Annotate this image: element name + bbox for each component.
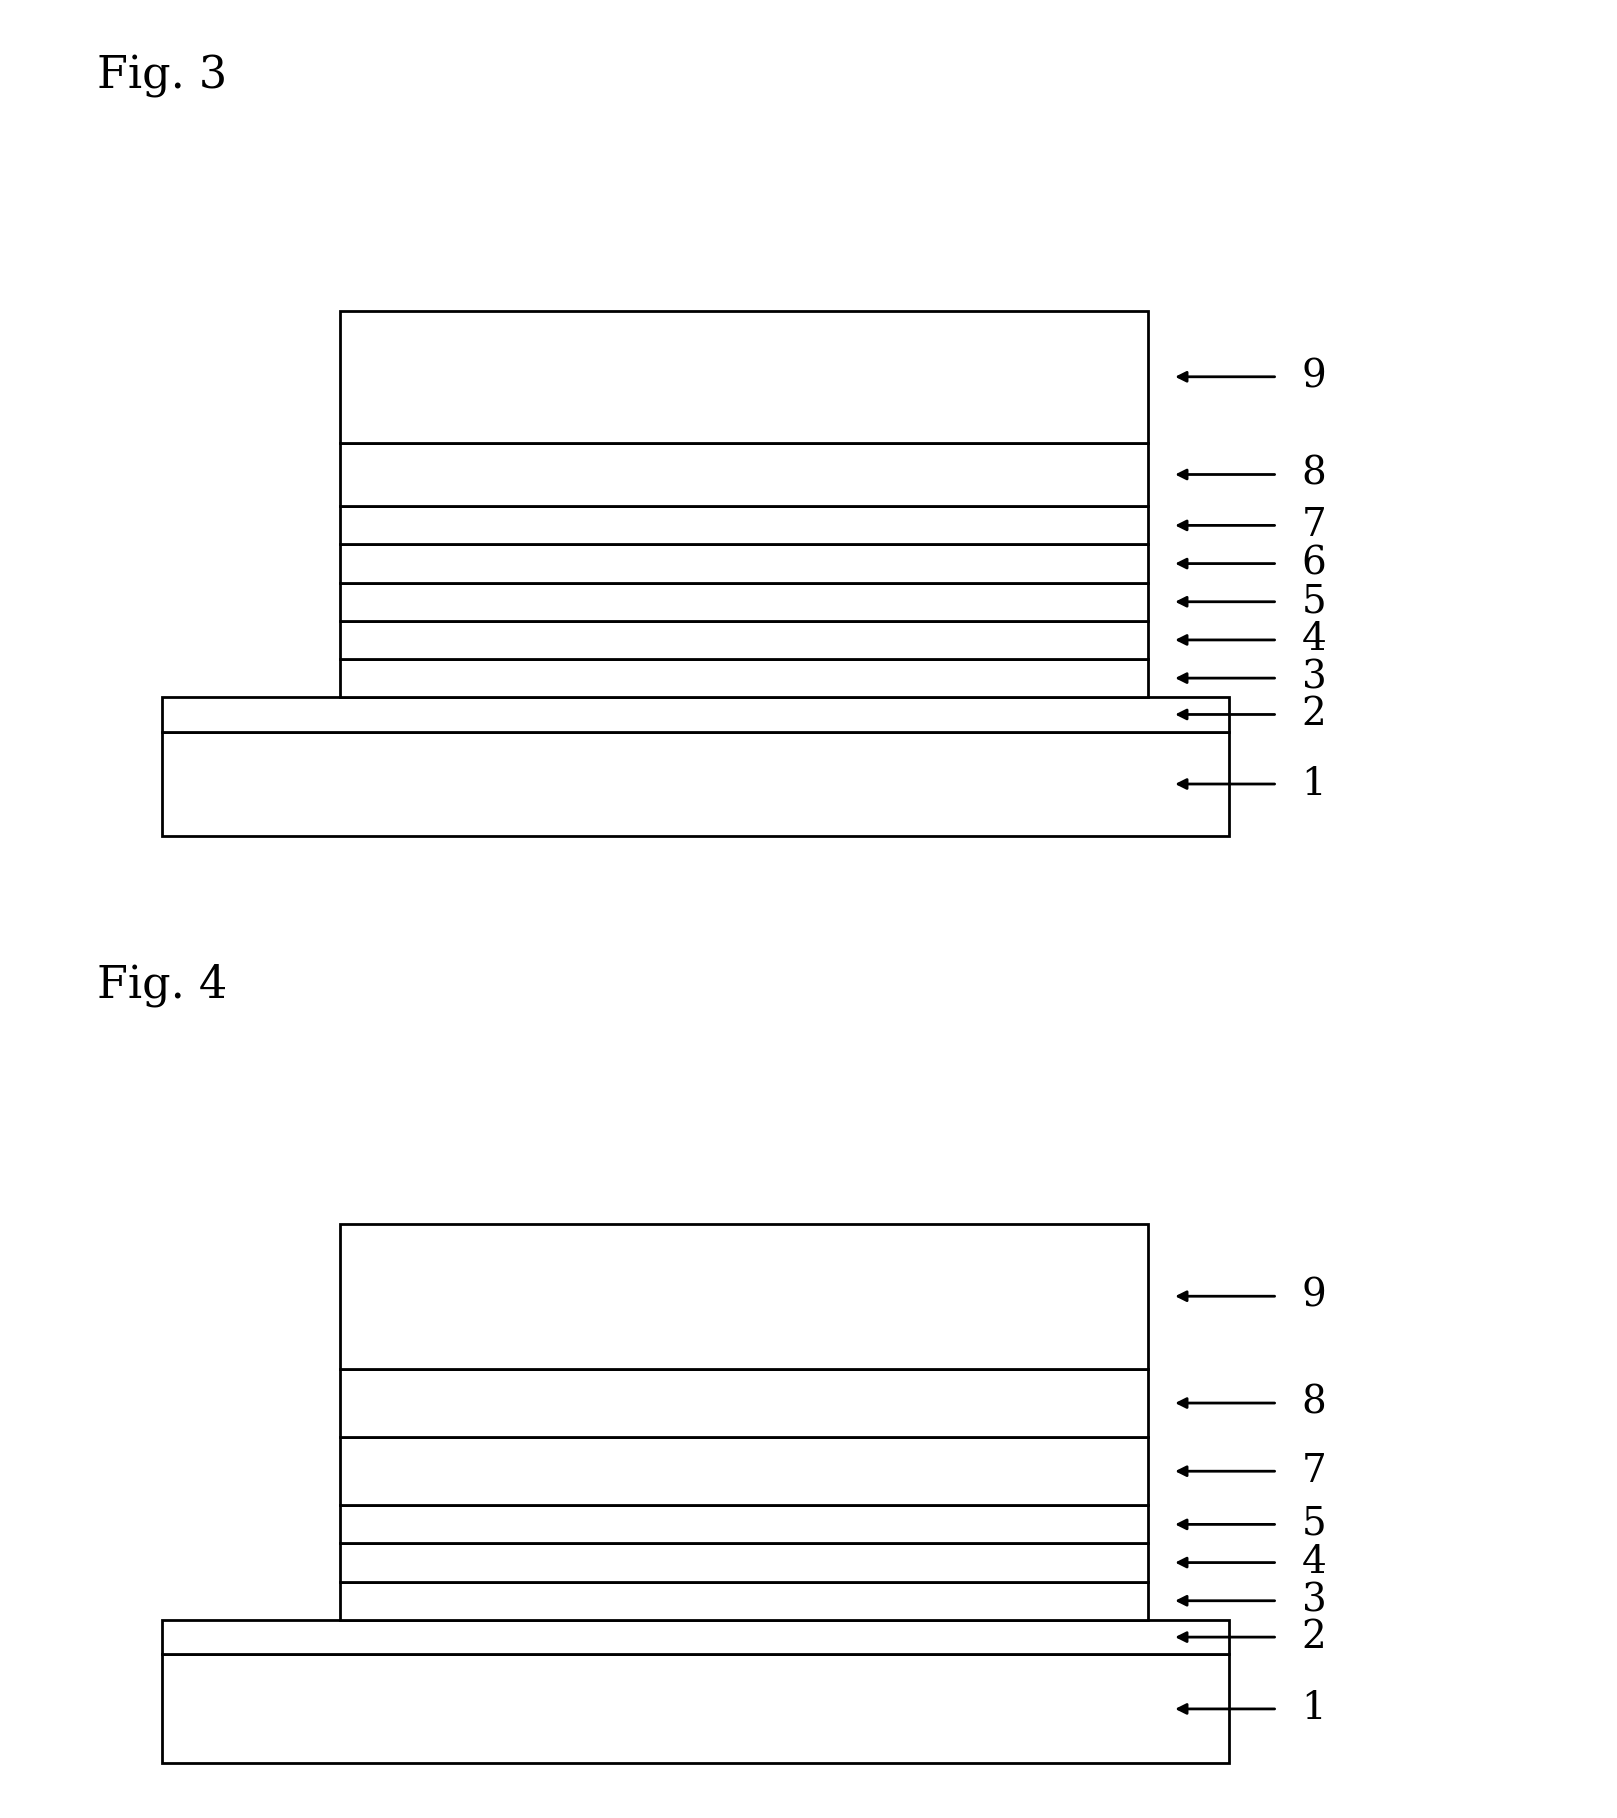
Bar [340, 584, 1148, 622]
Bar [340, 507, 1148, 545]
Bar [340, 444, 1148, 507]
Text: 9: 9 [1302, 358, 1326, 395]
Bar [162, 1654, 1229, 1763]
Bar [340, 1505, 1148, 1543]
Bar [340, 1543, 1148, 1582]
Bar [340, 622, 1148, 660]
Text: Fig. 3: Fig. 3 [97, 55, 226, 98]
Text: 8: 8 [1302, 1385, 1326, 1422]
Text: 4: 4 [1302, 622, 1326, 658]
Text: 9: 9 [1302, 1278, 1326, 1314]
Text: 1: 1 [1302, 1691, 1326, 1727]
Bar [340, 1224, 1148, 1369]
Text: 5: 5 [1302, 1505, 1326, 1543]
Text: Fig. 4: Fig. 4 [97, 964, 228, 1007]
Text: 3: 3 [1302, 1582, 1326, 1620]
Text: 3: 3 [1302, 660, 1326, 696]
Bar [162, 1620, 1229, 1654]
Bar [340, 311, 1148, 444]
Bar [340, 1582, 1148, 1620]
Text: 7: 7 [1302, 507, 1326, 544]
Text: 2: 2 [1302, 1618, 1326, 1656]
Text: 6: 6 [1302, 545, 1326, 582]
Text: 2: 2 [1302, 696, 1326, 733]
Text: 7: 7 [1302, 1453, 1326, 1489]
Bar [162, 731, 1229, 836]
Text: 4: 4 [1302, 1543, 1326, 1582]
Text: 8: 8 [1302, 456, 1326, 493]
Bar [340, 545, 1148, 584]
Text: 1: 1 [1302, 765, 1326, 802]
Bar [340, 1436, 1148, 1505]
Bar [340, 658, 1148, 698]
Bar [340, 1369, 1148, 1436]
Bar [162, 698, 1229, 731]
Text: 5: 5 [1302, 584, 1326, 620]
